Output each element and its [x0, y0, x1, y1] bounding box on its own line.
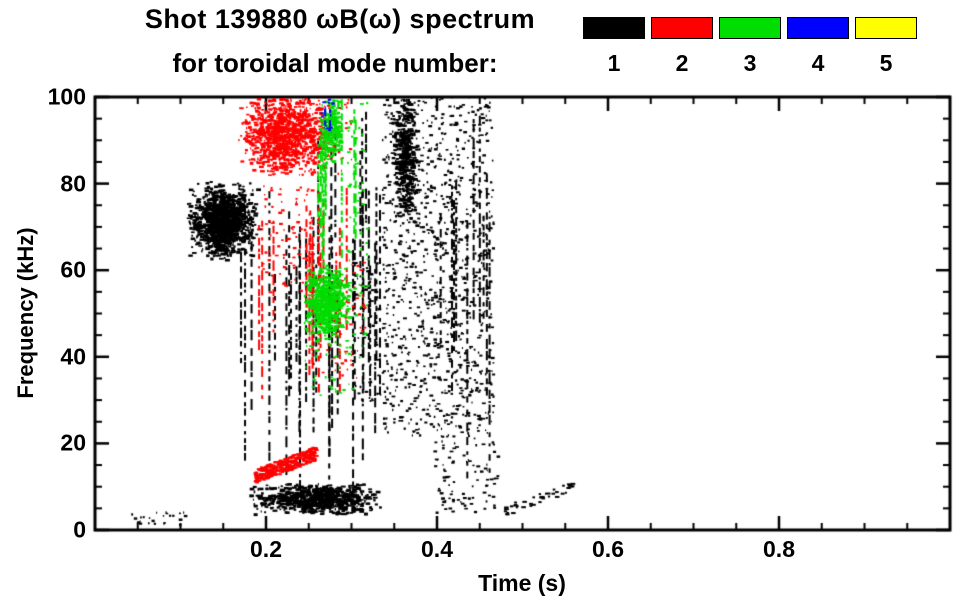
y-tick-label: 0 [73, 516, 86, 543]
y-axis-label: Frequency (kHz) [13, 227, 38, 399]
legend-swatch-n3 [719, 17, 781, 39]
legend-label-n5: 5 [879, 50, 893, 76]
legend-swatch-n5 [855, 17, 917, 39]
x-tick-label: 0.4 [421, 536, 453, 562]
legend-label-n2: 2 [675, 50, 689, 76]
x-tick-label: 0.8 [763, 536, 795, 562]
x-tick-label: 0.2 [250, 536, 282, 562]
y-tick-label: 100 [47, 83, 86, 110]
legend-swatch-n4 [787, 17, 849, 39]
x-tick-label: 0.6 [592, 536, 624, 562]
chart-title: Shot 139880 ωB(ω) spectrum [144, 4, 536, 34]
legend-swatch-n1 [583, 17, 645, 39]
chart-subtitle: for toroidal mode number: [172, 48, 498, 78]
y-tick-label: 60 [60, 256, 86, 283]
legend-swatch-n2 [651, 17, 713, 39]
legend-label-n3: 3 [743, 50, 757, 76]
legend-label-n4: 4 [811, 50, 825, 76]
y-tick-label: 80 [60, 170, 86, 197]
y-tick-label: 20 [60, 429, 86, 456]
x-axis-label: Time (s) [478, 570, 566, 596]
legend-label-n1: 1 [607, 50, 621, 76]
y-tick-label: 40 [60, 343, 86, 370]
